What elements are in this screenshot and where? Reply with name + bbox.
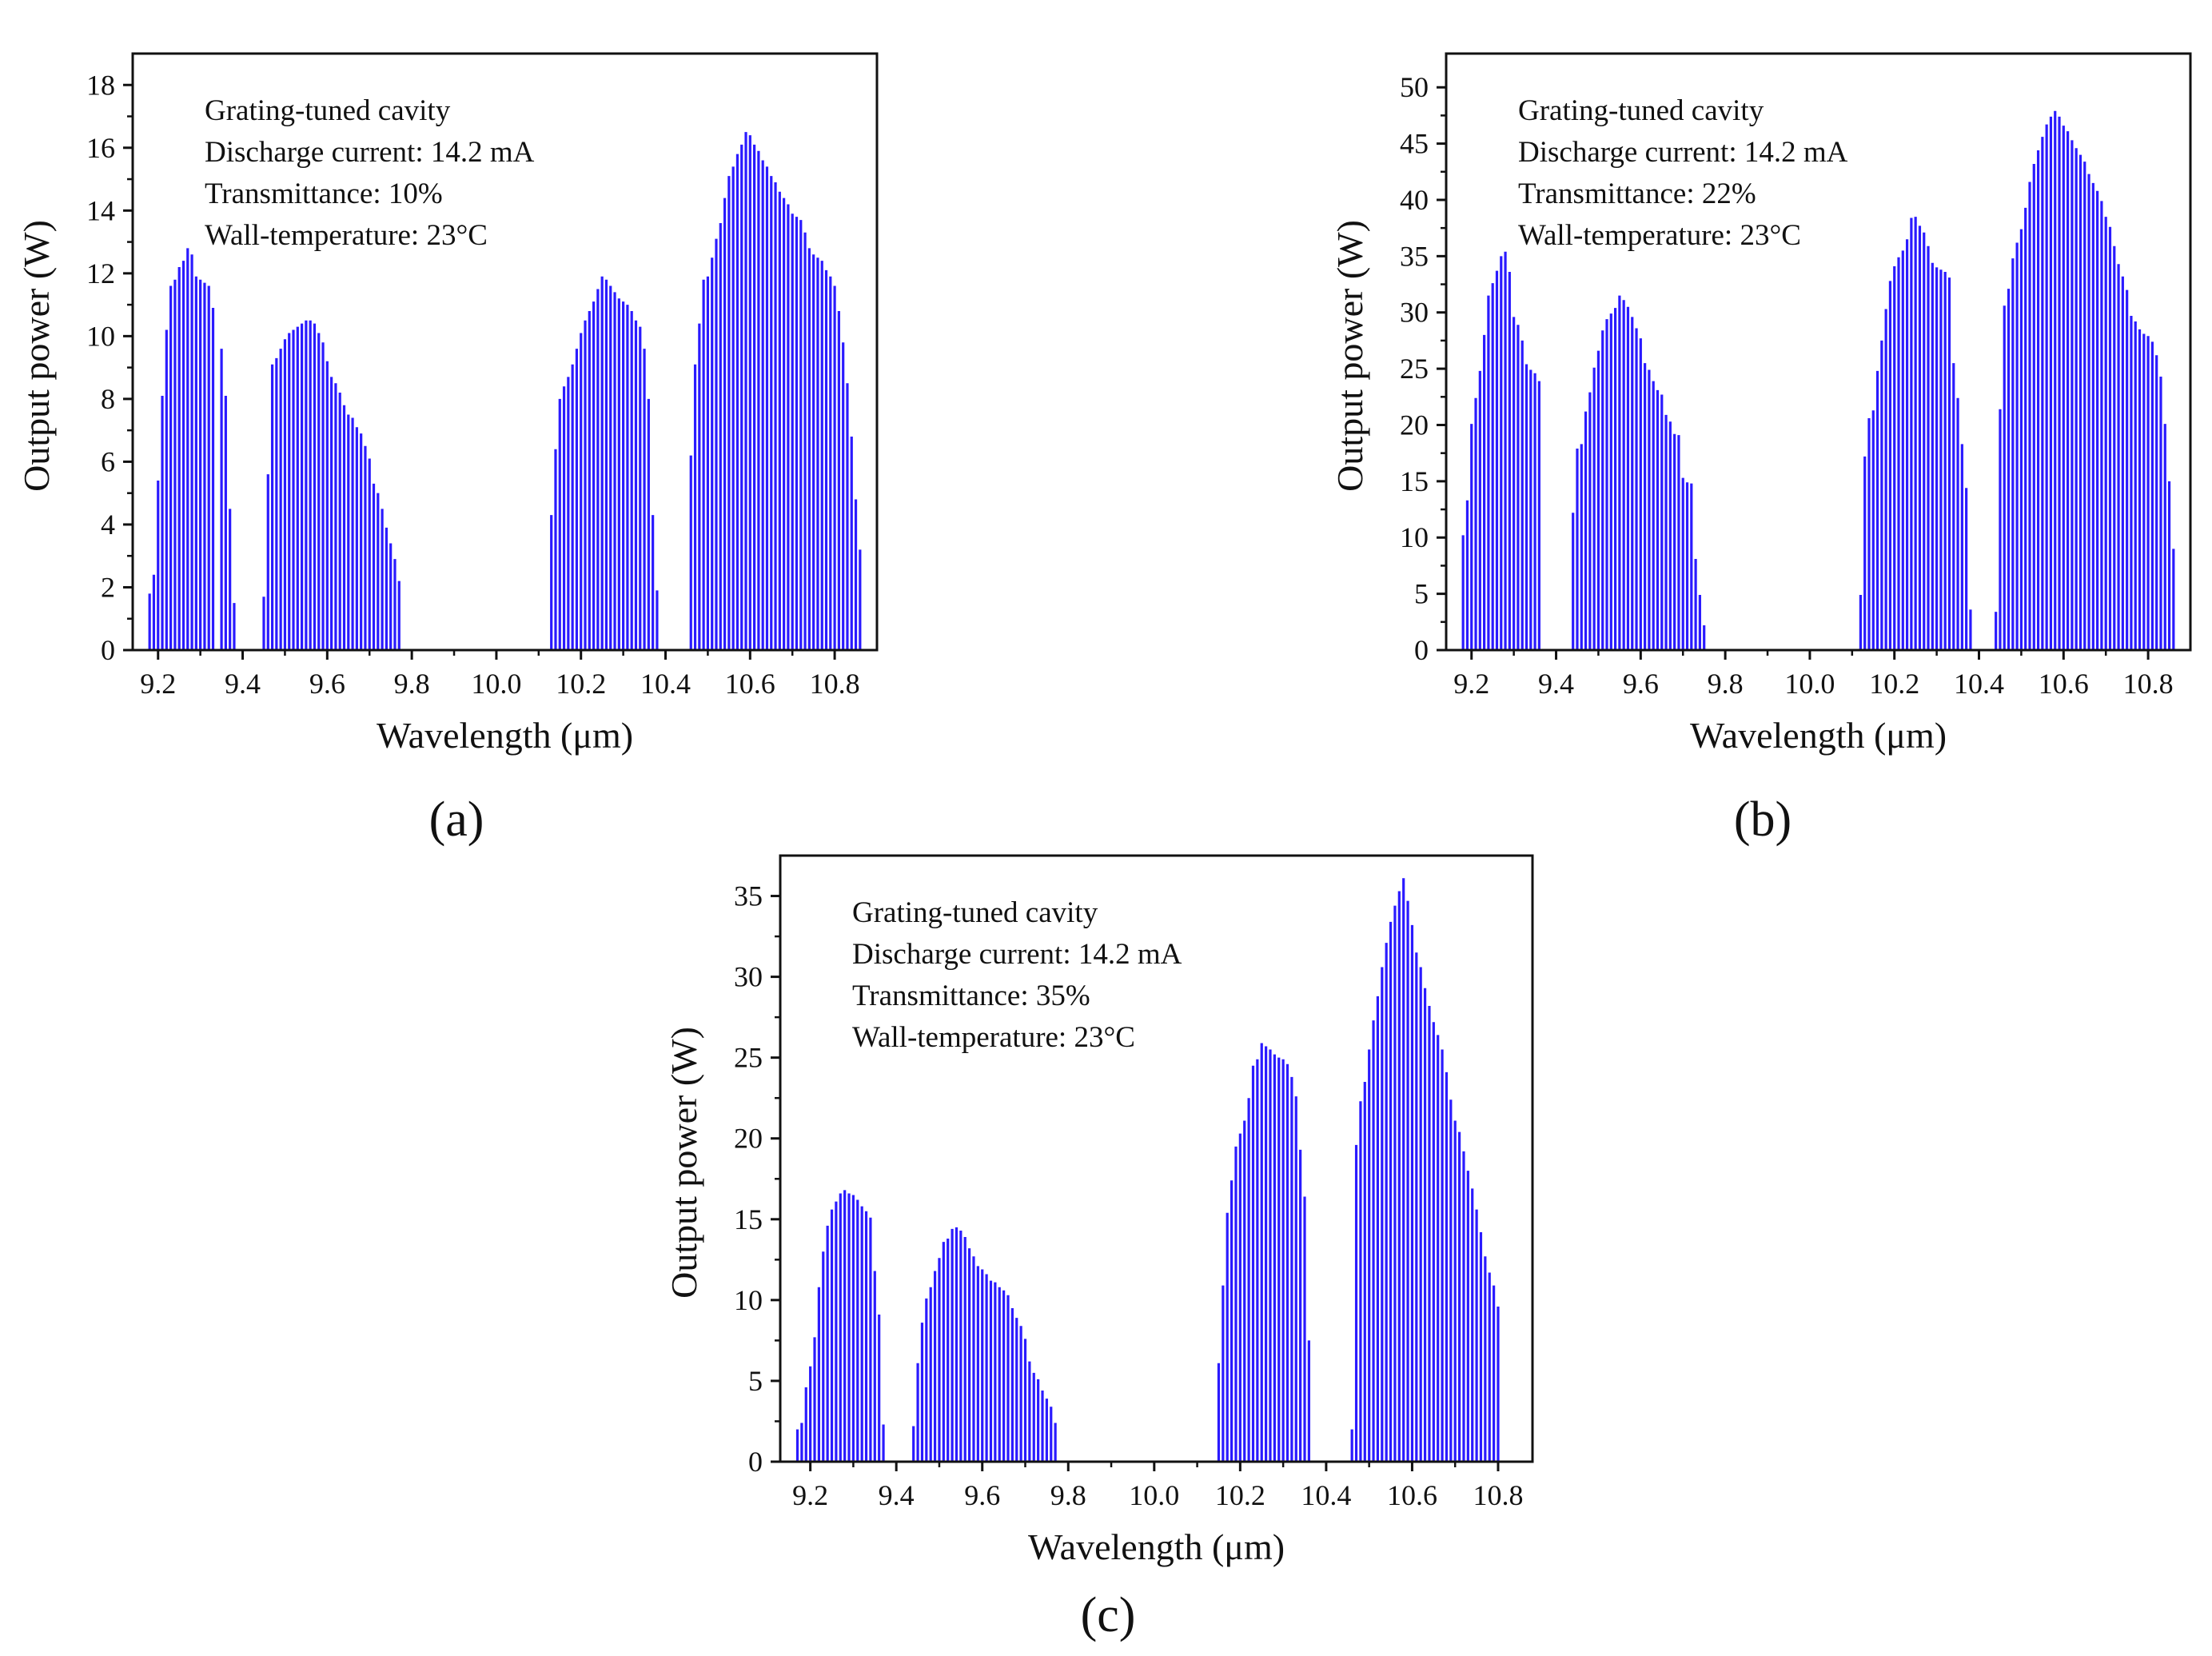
y-tick-label: 20: [1400, 409, 1429, 441]
y-tick-label: 25: [734, 1042, 763, 1074]
annotation-line-temperature: Wall-temperature: 23°C: [205, 219, 488, 252]
y-axis-title-c: Output power (W): [664, 1027, 704, 1299]
x-tick-label: 9.2: [140, 668, 176, 700]
x-tick-label: 9.4: [1538, 668, 1574, 700]
x-tick-label: 10.6: [1387, 1479, 1437, 1511]
y-tick-label: 10: [734, 1284, 763, 1316]
x-tick-label: 10.2: [556, 668, 606, 700]
chart-panel-c: 9.2 9.4 9.6 9.8 10.0 10.2 10.4 10.6 10.8 0 5 10 15 2…: [664, 854, 1534, 1642]
panel-label-c: (c): [1081, 1588, 1136, 1642]
y-tick-label: 16: [86, 132, 115, 164]
y-tick-label: 0: [748, 1446, 763, 1478]
x-axis-title-b: Wavelength (μm): [1690, 715, 1947, 756]
y-tick-label: 5: [1414, 578, 1429, 610]
x-tick-label: 9.4: [879, 1479, 915, 1511]
y-tick-label: 0: [1414, 634, 1429, 666]
x-tick-label: 9.6: [1623, 668, 1659, 700]
x-tick-label: 9.8: [1050, 1479, 1086, 1511]
x-tick-label: 10.8: [810, 668, 860, 700]
y-tick-label: 6: [101, 445, 115, 477]
y-tick-label: 25: [1400, 353, 1429, 385]
annotation-line-transmittance: Transmittance: 10%: [205, 178, 443, 210]
y-tick-label: 12: [86, 257, 115, 289]
x-tick-label: 10.8: [2123, 668, 2174, 700]
y-axis-title-a: Output power (W): [16, 220, 57, 492]
y-tick-labels-c: 0 5 10 15 20 25 30 35: [734, 880, 763, 1478]
y-tick-label: 15: [1400, 465, 1429, 497]
x-tick-label: 9.4: [225, 668, 261, 700]
panel-label-a: (a): [429, 792, 484, 847]
x-tick-labels-c: 9.2 9.4 9.6 9.8 10.0 10.2 10.4 10.6 10.8: [792, 1479, 1523, 1511]
annotation-line-current: Discharge current: 14.2 mA: [1518, 136, 1848, 169]
y-tick-label: 40: [1400, 184, 1429, 216]
y-tick-label: 35: [734, 880, 763, 912]
y-tick-label: 10: [86, 320, 115, 352]
tick-marks-b: [1437, 86, 2150, 660]
plot-frame-c: [779, 854, 1534, 1463]
y-tick-label: 14: [86, 194, 115, 226]
x-tick-label: 10.0: [471, 668, 521, 700]
y-tick-label: 30: [1400, 297, 1429, 329]
y-tick-labels-a: 0 2 4 6 8 10 12 14 16 18: [86, 69, 115, 666]
y-tick-label: 15: [734, 1203, 763, 1235]
y-tick-label: 35: [1400, 240, 1429, 272]
x-axis-title-c: Wavelength (μm): [1028, 1526, 1285, 1567]
annotation-line-cavity: Grating-tuned cavity: [1518, 94, 1764, 127]
x-tick-label: 9.6: [964, 1479, 1000, 1511]
y-tick-label: 0: [101, 634, 115, 666]
y-tick-label: 45: [1400, 128, 1429, 160]
y-tick-label: 10: [1400, 521, 1429, 553]
x-tick-label: 10.0: [1129, 1479, 1179, 1511]
x-axis-title-a: Wavelength (μm): [377, 715, 633, 756]
chart-panel-a: 9.2 9.4 9.6 9.8 10.0 10.2 10.4 10.6 10.8 0 2 4 6 8 10…: [16, 52, 879, 847]
annotation-b: Grating-tuned cavity Discharge current: …: [1518, 94, 1848, 252]
y-tick-label: 50: [1400, 71, 1429, 103]
annotation-line-current: Discharge current: 14.2 mA: [852, 938, 1182, 971]
annotation-line-temperature: Wall-temperature: 23°C: [1518, 219, 1801, 252]
x-tick-label: 10.6: [2039, 668, 2089, 700]
x-tick-label: 10.0: [1784, 668, 1835, 700]
annotation-c: Grating-tuned cavity Discharge current: …: [852, 896, 1182, 1054]
x-tick-labels-a: 9.2 9.4 9.6 9.8 10.0 10.2 10.4 10.6 10.8: [140, 668, 859, 700]
plot-area-b: [1461, 110, 2175, 650]
x-tick-label: 9.8: [1708, 668, 1744, 700]
x-tick-label: 10.4: [1954, 668, 2004, 700]
x-tick-label: 10.6: [725, 668, 775, 700]
y-tick-label: 2: [101, 571, 115, 603]
tick-marks-c: [771, 895, 1500, 1471]
plot-area-c: [795, 878, 1500, 1462]
plot-frame-a: [131, 52, 879, 652]
y-tick-label: 5: [748, 1365, 763, 1397]
annotation-line-temperature: Wall-temperature: 23°C: [852, 1021, 1135, 1054]
y-tick-label: 30: [734, 961, 763, 993]
x-tick-label: 9.8: [394, 668, 430, 700]
x-tick-label: 10.4: [1301, 1479, 1351, 1511]
annotation-line-transmittance: Transmittance: 35%: [852, 980, 1090, 1012]
y-tick-label: 4: [101, 509, 115, 541]
annotation-line-transmittance: Transmittance: 22%: [1518, 178, 1756, 210]
x-tick-label: 10.8: [1473, 1479, 1523, 1511]
chart-panel-b: 9.2 9.4 9.6 9.8 10.0 10.2 10.4 10.6 10.8 0 5 10 15 2…: [1329, 52, 2192, 847]
x-tick-label: 10.2: [1869, 668, 1919, 700]
panel-label-b: (b): [1734, 792, 1792, 847]
y-tick-label: 18: [86, 69, 115, 101]
annotation-a: Grating-tuned cavity Discharge current: …: [205, 94, 535, 252]
y-tick-label: 20: [734, 1123, 763, 1155]
x-tick-label: 10.2: [1215, 1479, 1265, 1511]
plot-area-a: [148, 132, 862, 650]
x-tick-label: 10.4: [640, 668, 691, 700]
tick-marks-a: [123, 83, 836, 660]
x-tick-label: 9.2: [1453, 668, 1489, 700]
annotation-line-current: Discharge current: 14.2 mA: [205, 136, 535, 169]
x-tick-labels-b: 9.2 9.4 9.6 9.8 10.0 10.2 10.4 10.6 10.8: [1453, 668, 2173, 700]
y-tick-label: 8: [101, 383, 115, 415]
x-tick-label: 9.6: [309, 668, 345, 700]
plot-frame-b: [1445, 52, 2192, 652]
annotation-line-cavity: Grating-tuned cavity: [205, 94, 451, 127]
x-tick-label: 9.2: [792, 1479, 828, 1511]
y-axis-title-b: Output power (W): [1329, 220, 1370, 492]
annotation-line-cavity: Grating-tuned cavity: [852, 896, 1098, 929]
y-tick-labels-b: 0 5 10 15 20 25 30 35 40 45 50: [1400, 71, 1429, 666]
